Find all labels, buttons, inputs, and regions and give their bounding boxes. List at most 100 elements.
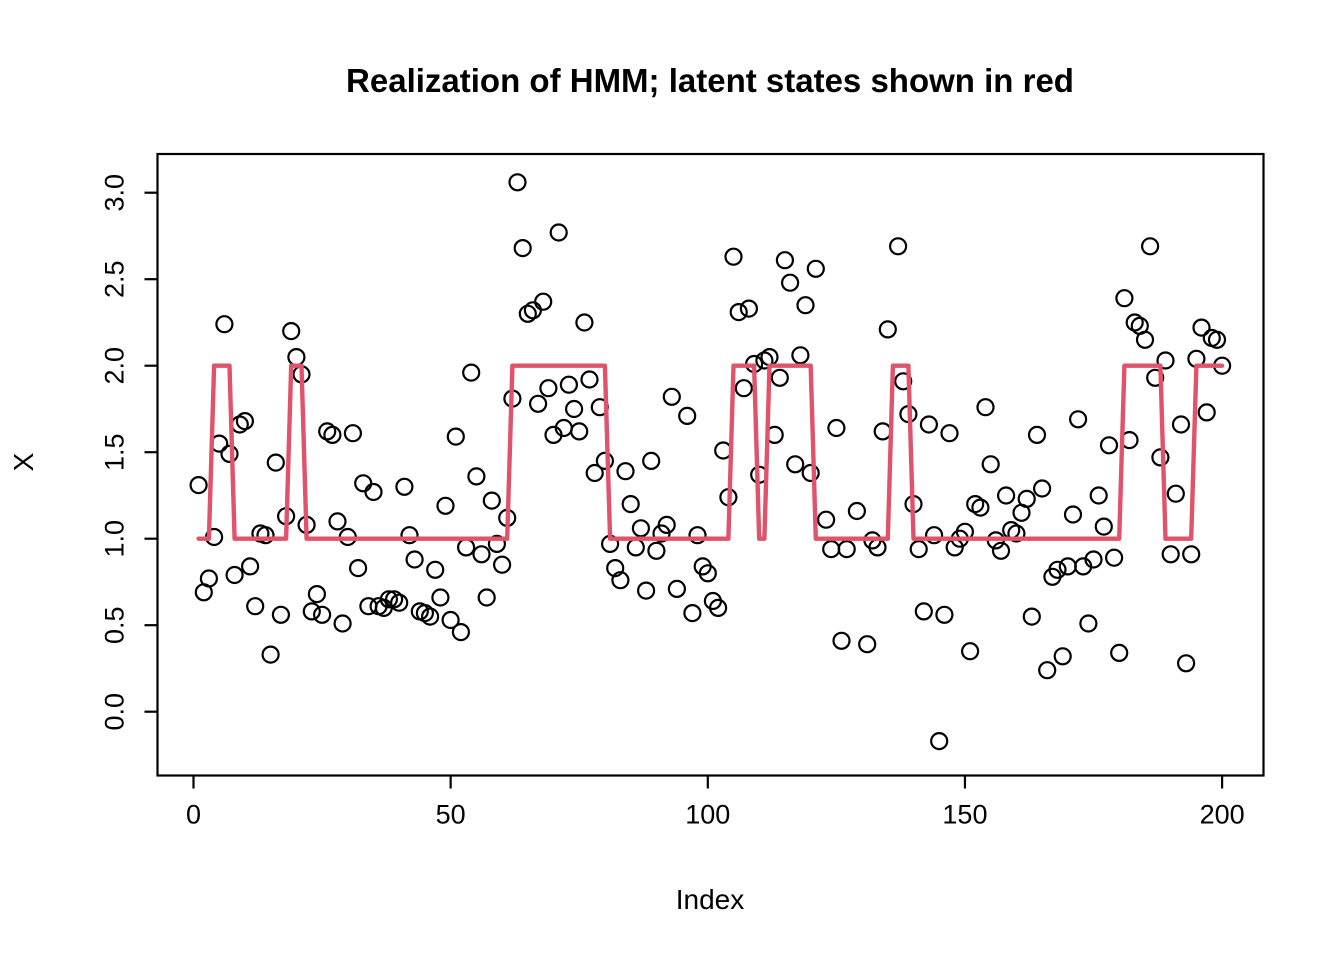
data-point <box>976 398 995 417</box>
y-tick-label: 2.0 <box>100 347 130 385</box>
x-tick-label: 50 <box>436 800 466 830</box>
data-point <box>1151 448 1170 467</box>
data-point <box>930 731 949 751</box>
data-point <box>621 495 640 514</box>
data-point <box>307 584 326 604</box>
data-point <box>302 602 321 621</box>
data-point <box>1104 548 1124 567</box>
x-tick-label: 150 <box>942 800 987 830</box>
data-point <box>225 565 244 585</box>
data-point <box>256 526 275 545</box>
data-point <box>462 363 481 382</box>
data-point <box>421 607 440 626</box>
data-point <box>400 526 419 545</box>
data-point <box>318 422 337 441</box>
data-point <box>662 387 681 406</box>
data-point <box>1110 643 1129 663</box>
data-point <box>415 603 434 623</box>
data-point <box>806 259 825 278</box>
data-point <box>837 539 856 559</box>
data-point <box>1022 607 1041 626</box>
data-point <box>564 399 584 419</box>
data-point <box>1053 647 1072 666</box>
data-point <box>657 515 676 535</box>
data-point <box>739 299 759 318</box>
data-point <box>734 379 753 398</box>
data-point <box>493 555 512 574</box>
data-point <box>683 603 702 623</box>
data-point <box>606 558 625 578</box>
data-point <box>575 313 594 332</box>
data-point <box>729 303 748 322</box>
data-point <box>1058 557 1077 576</box>
data-point <box>770 368 789 387</box>
data-point <box>827 418 846 438</box>
data-point <box>354 474 373 493</box>
data-point <box>426 560 445 579</box>
data-point <box>1125 313 1144 332</box>
data-point <box>1192 318 1211 337</box>
data-point <box>1156 351 1175 370</box>
data-point <box>1161 545 1180 564</box>
data-point <box>1197 403 1216 422</box>
x-tick-label: 100 <box>685 800 730 830</box>
data-point <box>534 292 553 311</box>
data-point <box>1171 415 1191 434</box>
data-point <box>667 579 687 599</box>
data-point <box>580 370 599 389</box>
data-point <box>528 394 548 413</box>
data-point <box>482 491 501 510</box>
data-point <box>1115 289 1134 308</box>
data-point <box>1176 654 1196 673</box>
data-point <box>755 351 774 370</box>
data-point <box>780 273 800 292</box>
data-point <box>282 322 301 341</box>
data-point <box>431 588 450 607</box>
data-point <box>364 482 383 502</box>
data-point <box>436 496 455 515</box>
data-point <box>323 425 342 444</box>
data-point <box>873 422 892 441</box>
data-point <box>287 348 306 367</box>
data-point <box>1063 505 1083 524</box>
data-point <box>518 304 537 323</box>
y-tick-label: 0.5 <box>100 606 130 644</box>
data-point <box>858 635 877 654</box>
data-point <box>688 526 707 545</box>
y-tick-label: 2.5 <box>100 260 130 298</box>
latent-state-line <box>196 363 1225 541</box>
y-tick-label: 3.0 <box>100 174 130 212</box>
data-point <box>1027 425 1047 444</box>
data-point <box>796 296 815 315</box>
data-point <box>832 631 851 650</box>
data-point <box>924 526 944 545</box>
data-point <box>1135 330 1155 349</box>
data-point <box>894 372 913 391</box>
data-point <box>379 590 398 609</box>
data-point <box>446 427 465 446</box>
data-point <box>708 598 728 618</box>
data-point <box>981 455 1000 474</box>
data-point <box>816 510 836 529</box>
x-tick-label: 0 <box>186 800 201 830</box>
data-point <box>405 550 424 569</box>
data-point <box>847 501 867 521</box>
data-point <box>966 495 985 514</box>
data-point <box>539 379 558 398</box>
data-point <box>385 590 404 609</box>
data-point <box>261 645 280 664</box>
data-point <box>1038 661 1057 680</box>
y-axis-label: X <box>8 452 39 472</box>
data-point <box>1007 524 1026 543</box>
data-point <box>441 610 460 630</box>
x-axis-label: Index <box>675 884 745 915</box>
data-point <box>1089 486 1108 505</box>
data-point <box>451 622 470 642</box>
data-point <box>1032 479 1052 498</box>
data-point <box>636 581 656 600</box>
data-point <box>1079 614 1098 633</box>
data-point <box>595 451 615 470</box>
data-point <box>271 605 290 624</box>
